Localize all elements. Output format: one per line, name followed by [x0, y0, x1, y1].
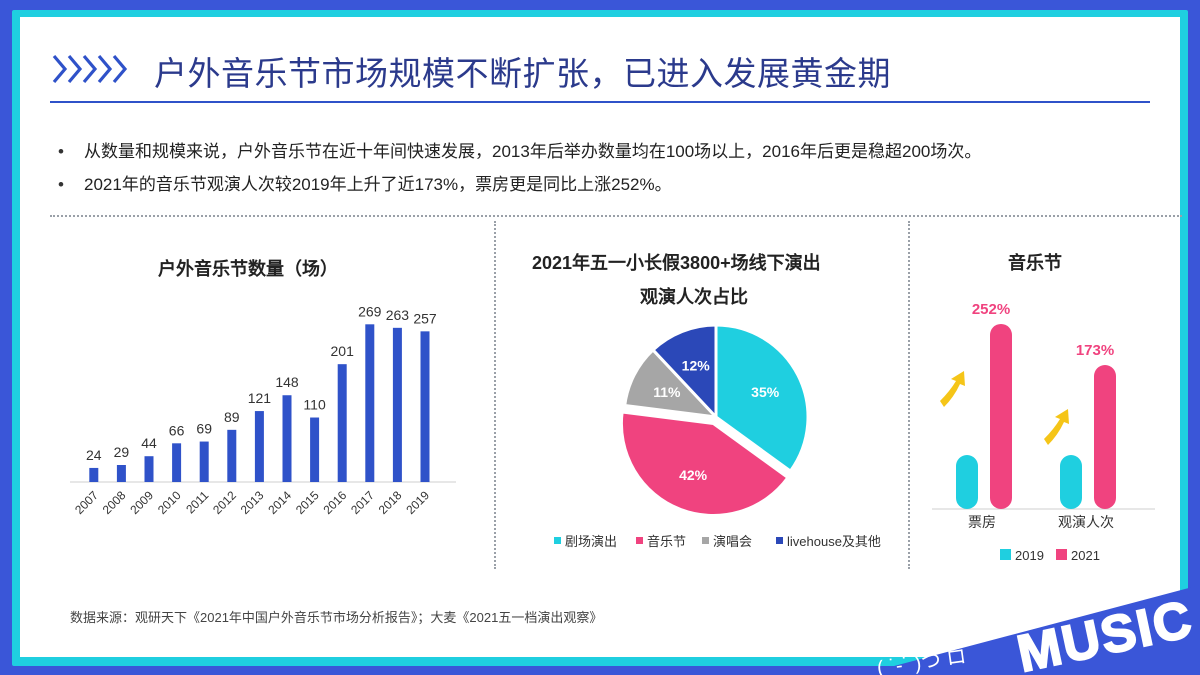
- vertical-divider: [494, 221, 496, 569]
- bullet-text: 2021年的音乐节观演人次较2019年上升了近173%，票房更是同比上涨252%…: [84, 175, 672, 194]
- bar: [1094, 365, 1116, 509]
- legend-swatch: [702, 537, 709, 544]
- slide: 户外音乐节市场规模不断扩张，已进入发展黄金期 • 从数量和规模来说，户外音乐节在近…: [20, 17, 1182, 657]
- chevrons-icon: [52, 54, 128, 84]
- data-label: 89: [224, 409, 240, 425]
- growth-chart-title: 音乐节: [1008, 253, 1062, 273]
- bar: [337, 364, 347, 482]
- legend-label: 2021: [1071, 548, 1100, 563]
- slice-label: 35%: [751, 384, 780, 400]
- bullet-text: 从数量和规模来说，户外音乐节在近十年间快速发展，2013年后举办数量均在100场…: [84, 142, 982, 161]
- legend-swatch: [1000, 549, 1011, 560]
- up-arrow-icon: [940, 371, 965, 407]
- growth-bar-chart: 252% 票房 173% 观演人次 2019 2021: [932, 301, 1155, 563]
- legend-label: 演唱会: [713, 534, 752, 549]
- data-label: 121: [248, 390, 272, 406]
- data-label: 269: [358, 303, 382, 319]
- bar: [116, 465, 126, 482]
- bar: [1060, 455, 1082, 509]
- data-label: 29: [114, 444, 130, 460]
- legend-label: livehouse及其他: [787, 534, 881, 549]
- bar: [310, 417, 320, 482]
- data-label: 44: [141, 435, 157, 451]
- bar: [172, 443, 182, 482]
- slice-label: 11%: [653, 384, 681, 400]
- growth-annotation: 173%: [1076, 342, 1114, 359]
- bullet-list: • 从数量和规模来说，户外音乐节在近十年间快速发展，2013年后举办数量均在100…: [58, 135, 981, 201]
- title-rule: [50, 101, 1150, 103]
- legend-label: 2019: [1015, 548, 1044, 563]
- legend-swatch: [776, 537, 783, 544]
- pie-slice: [650, 323, 718, 421]
- legend-swatch: [636, 537, 643, 544]
- legend-label: 剧场演出: [565, 534, 617, 549]
- data-label: 69: [196, 421, 212, 437]
- bullet-item: • 2021年的音乐节观演人次较2019年上升了近173%，票房更是同比上涨252…: [58, 168, 981, 201]
- category-label: 观演人次: [1058, 514, 1114, 530]
- bar: [227, 429, 237, 482]
- bar: [89, 467, 99, 482]
- pie-chart-title-line2: 观演人次占比: [640, 287, 748, 307]
- slice-label: 42%: [679, 467, 708, 483]
- pie-slice: [619, 410, 790, 518]
- pie-chart-title-line1: 2021年五一小长假3800+场线下演出: [532, 253, 821, 273]
- horizontal-divider: [50, 215, 1182, 217]
- bar: [254, 411, 264, 482]
- bar: [990, 323, 1012, 509]
- up-arrow-icon: [1044, 409, 1069, 445]
- bar: [199, 441, 209, 482]
- data-label: 66: [169, 422, 185, 438]
- audience-share-pie-chart: 35% 42% 11%12% 剧场演出 音乐节 演唱会 livehouse及其他: [554, 323, 881, 549]
- bullet-item: • 从数量和规模来说，户外音乐节在近十年间快速发展，2013年后举办数量均在100…: [58, 135, 981, 168]
- data-source-note: 数据来源：观研天下《2021年中国户外音乐节市场分析报告》；大麦《2021五一档…: [70, 610, 603, 625]
- data-label: 24: [86, 447, 102, 463]
- data-label: 257: [413, 310, 437, 326]
- pie-slice: [714, 323, 810, 474]
- bar: [365, 324, 375, 482]
- page-title: 户外音乐节市场规模不断扩张，已进入发展黄金期: [154, 55, 891, 92]
- category-label: 票房: [968, 514, 996, 530]
- bar-chart-title: 户外音乐节数量（场）: [158, 259, 338, 279]
- bullet-dot: •: [58, 175, 64, 194]
- bullet-dot: •: [58, 142, 64, 161]
- slice-label: 12%: [682, 358, 711, 374]
- data-label: 263: [386, 307, 410, 323]
- legend-swatch: [1056, 549, 1067, 560]
- bar: [420, 331, 430, 482]
- bar: [956, 455, 978, 509]
- bar: [392, 327, 402, 482]
- legend-swatch: [554, 537, 561, 544]
- growth-annotation: 252%: [972, 301, 1010, 318]
- bar: [144, 456, 154, 482]
- bar: [282, 395, 292, 482]
- data-label: 110: [303, 397, 326, 413]
- festival-count-bar-chart: 2420072920084420096620106920118920121212…: [70, 303, 456, 517]
- legend-label: 音乐节: [647, 534, 686, 549]
- data-label: 201: [331, 343, 355, 359]
- vertical-divider: [908, 221, 910, 569]
- data-label: 148: [275, 374, 299, 390]
